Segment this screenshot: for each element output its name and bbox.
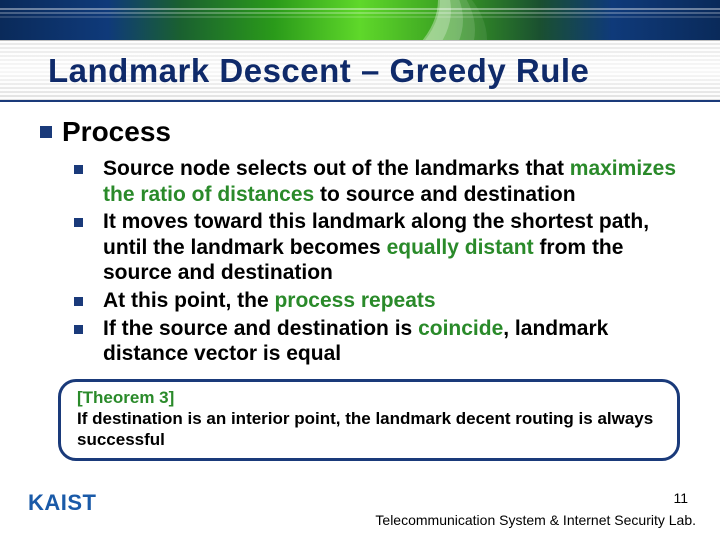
highlight-span: equally distant xyxy=(387,236,534,259)
section-title: Process xyxy=(62,116,171,148)
bullet-square-icon xyxy=(74,325,83,334)
bullet-text: If the source and destination is coincid… xyxy=(103,316,680,367)
list-item: If the source and destination is coincid… xyxy=(74,316,680,367)
bullet-square-icon xyxy=(74,218,83,227)
theorem-text: If destination is an interior point, the… xyxy=(77,408,661,451)
text-span: If the source and destination is xyxy=(103,317,418,340)
bullet-square-icon xyxy=(74,297,83,306)
theorem-label: [Theorem 3] xyxy=(77,388,661,408)
bullet-text: It moves toward this landmark along the … xyxy=(103,209,680,286)
bullet-text: At this point, the process repeats xyxy=(103,288,436,314)
bullet-square-icon xyxy=(74,165,83,174)
slide-title: Landmark Descent – Greedy Rule xyxy=(48,52,589,90)
text-span: At this point, the xyxy=(103,289,274,312)
content-area: Process Source node selects out of the l… xyxy=(40,116,680,461)
kaist-logo: KAIST xyxy=(28,490,97,516)
text-span: to source and destination xyxy=(314,183,575,206)
bullet-square-icon xyxy=(40,126,52,138)
page-number: 11 xyxy=(673,490,688,506)
list-item: At this point, the process repeats xyxy=(74,288,680,314)
title-bar: Landmark Descent – Greedy Rule xyxy=(0,40,720,102)
list-item: Source node selects out of the landmarks… xyxy=(74,156,680,207)
lab-name: Telecommunication System & Internet Secu… xyxy=(375,512,696,528)
list-item: It moves toward this landmark along the … xyxy=(74,209,680,286)
theorem-callout: [Theorem 3] If destination is an interio… xyxy=(58,379,680,462)
text-span: Source node selects out of the landmarks… xyxy=(103,157,570,180)
highlight-span: process repeats xyxy=(274,289,435,312)
highlight-span: coincide xyxy=(418,317,503,340)
section-heading: Process xyxy=(40,116,680,148)
bullet-list: Source node selects out of the landmarks… xyxy=(74,156,680,367)
bullet-text: Source node selects out of the landmarks… xyxy=(103,156,680,207)
slide-footer: KAIST 11 Telecommunication System & Inte… xyxy=(28,488,696,530)
